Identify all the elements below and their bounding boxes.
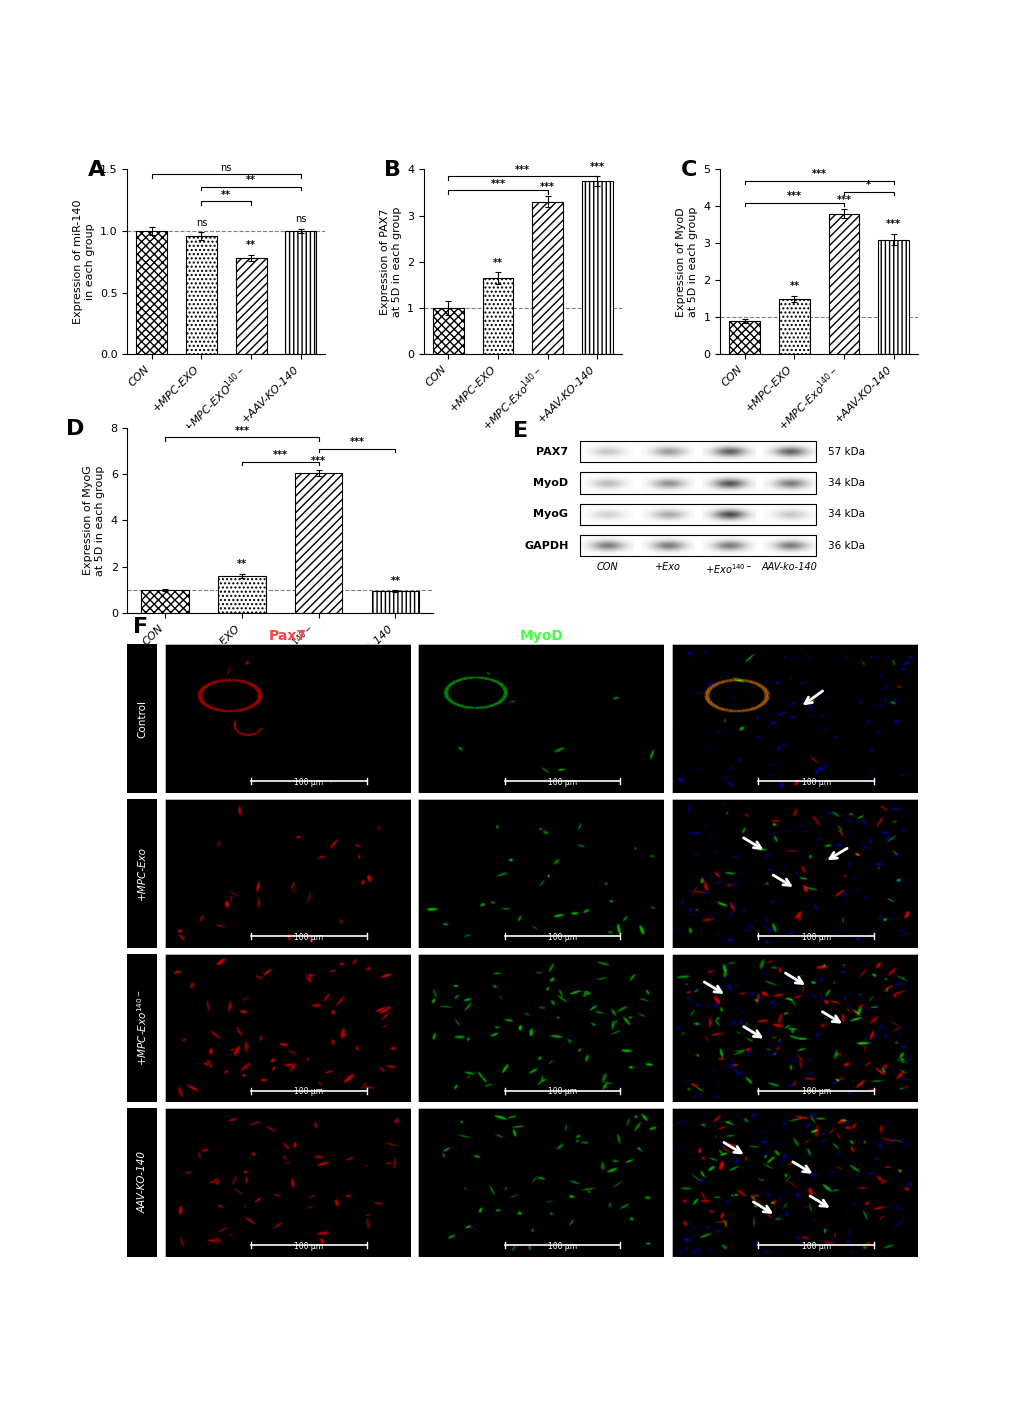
Text: A: A [88, 160, 105, 181]
Text: D: D [66, 419, 85, 439]
Text: C: C [681, 160, 697, 181]
Text: ***: *** [490, 179, 505, 189]
Bar [218, 576, 265, 613]
Text: ***: *** [350, 438, 364, 448]
Text: ***: *** [515, 165, 530, 175]
Text: +Exo: +Exo [654, 562, 681, 572]
Bar [581, 181, 612, 354]
Text: 57 kDa: 57 kDa [827, 446, 864, 456]
Text: 100 μm: 100 μm [547, 933, 577, 942]
Text: PAX7: PAX7 [536, 446, 568, 456]
Text: 36 kDa: 36 kDa [827, 541, 864, 551]
Text: ***: *** [836, 195, 851, 205]
Text: 100 μm: 100 μm [547, 1243, 577, 1251]
Text: +Exo$^{140-}$: +Exo$^{140-}$ [704, 562, 752, 576]
Text: ***: *** [886, 219, 900, 230]
Text: ***: *** [311, 456, 326, 466]
Text: Control: Control [138, 700, 147, 737]
Y-axis label: Expression of miR-140
in each group: Expression of miR-140 in each group [73, 199, 95, 323]
Text: **: ** [492, 258, 502, 268]
Text: B: B [384, 160, 401, 181]
Text: 100 μm: 100 μm [294, 778, 323, 788]
Y-axis label: Expression of MyoD
at 5D in each group: Expression of MyoD at 5D in each group [676, 206, 697, 316]
Text: 34 kDa: 34 kDa [827, 510, 864, 520]
Bar [580, 441, 815, 462]
Bar [580, 535, 815, 556]
Bar [137, 232, 167, 354]
Text: GAPDH: GAPDH [524, 541, 568, 551]
Text: ***: *** [234, 426, 250, 436]
Bar [371, 590, 419, 613]
Text: E: E [513, 421, 528, 441]
Bar [142, 590, 189, 613]
Text: **: ** [390, 576, 399, 586]
Bar [294, 473, 342, 613]
Bar [285, 232, 316, 354]
Text: **: ** [221, 191, 231, 201]
Bar [482, 278, 513, 354]
Text: **: ** [246, 175, 256, 185]
Bar [235, 258, 266, 354]
Bar [532, 202, 562, 354]
Text: MyoG: MyoG [533, 510, 568, 520]
Text: 100 μm: 100 μm [547, 778, 577, 788]
Text: +MPC-Exo$^{140-}$: +MPC-Exo$^{140-}$ [136, 990, 149, 1066]
Text: ns: ns [220, 162, 231, 172]
Bar [580, 473, 815, 494]
Bar [432, 308, 464, 354]
Text: MyoD: MyoD [533, 479, 568, 489]
Bar [877, 240, 908, 354]
Y-axis label: Expression of PAX7
at 5D in each group: Expression of PAX7 at 5D in each group [379, 206, 401, 316]
Text: AAV-ko-140: AAV-ko-140 [761, 562, 816, 572]
Bar [827, 213, 859, 354]
Bar [779, 299, 809, 354]
Text: 100 μm: 100 μm [294, 1243, 323, 1251]
Text: ns: ns [196, 217, 207, 227]
Text: F: F [132, 617, 148, 637]
Title: MERGE: MERGE [767, 630, 821, 644]
Text: **: ** [246, 240, 256, 250]
Text: 100 μm: 100 μm [801, 778, 830, 788]
Text: 34 kDa: 34 kDa [827, 479, 864, 489]
Text: **: ** [789, 281, 799, 291]
Text: ***: *** [589, 162, 604, 172]
Text: ns: ns [294, 215, 306, 225]
Bar [580, 504, 815, 525]
Y-axis label: Expression of MyoG
at 5D in each group: Expression of MyoG at 5D in each group [84, 465, 105, 576]
Text: CON: CON [596, 562, 618, 572]
Text: ***: *** [539, 182, 554, 192]
Title: MyoD: MyoD [519, 630, 562, 644]
Text: 100 μm: 100 μm [294, 933, 323, 942]
Text: *: * [865, 181, 870, 191]
Text: ***: *** [811, 169, 825, 179]
Title: Pax7: Pax7 [268, 630, 307, 644]
Text: 100 μm: 100 μm [547, 1087, 577, 1097]
Text: AAV-KO-140: AAV-KO-140 [138, 1151, 147, 1213]
Text: +MPC-Exo: +MPC-Exo [138, 846, 147, 901]
Bar [185, 236, 217, 354]
Text: 100 μm: 100 μm [294, 1087, 323, 1097]
Text: ***: *** [272, 450, 287, 460]
Text: **: ** [236, 559, 247, 569]
Text: ***: *** [786, 191, 801, 202]
Text: 100 μm: 100 μm [801, 1243, 830, 1251]
Bar [729, 321, 759, 354]
Text: 100 μm: 100 μm [801, 933, 830, 942]
Text: 100 μm: 100 μm [801, 1087, 830, 1097]
